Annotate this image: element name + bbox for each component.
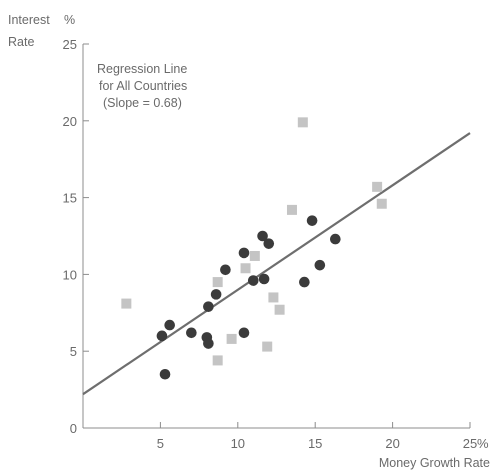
point-square [212,355,223,366]
ticks: 0 5 10 15 20 25 5 10 15 20 25 [63,37,478,451]
y-tick-label: 20 [63,114,77,129]
point-circle [257,230,268,242]
point-circle [203,301,214,312]
annotation-line-3: (Slope = 0.68) [103,96,182,110]
point-circle [156,330,168,342]
point-circle [314,259,326,271]
point-square [274,304,285,315]
point-circle [247,275,259,286]
y-axis-title-line-1: Interest [8,13,50,27]
x-tick-label: 5 [157,436,164,451]
point-circle [238,247,250,259]
point-square [121,298,132,309]
point-circle [330,233,341,245]
x-tick-label: 20 [385,436,399,451]
y-tick-label: 5 [70,344,77,359]
y-tick-label: 10 [63,267,77,282]
point-circle [258,273,270,285]
point-circle [186,327,197,339]
y-tick-label: 0 [70,421,77,436]
y-tick-label: 15 [63,191,77,206]
point-square [240,263,251,274]
regression-line-layer [82,132,471,396]
point-square [268,292,279,303]
point-square [286,204,297,215]
point-square [249,250,260,261]
point-circle [164,319,175,331]
x-tick-label: 10 [231,436,245,451]
point-square [226,333,237,344]
x-tick-label: 15 [308,436,322,451]
y-axis-title-line-2: Rate [8,35,34,49]
x-tick-label: 25 [463,436,477,451]
point-circle [210,289,222,300]
point-circle [220,264,231,276]
axes [82,44,470,429]
point-circle [299,276,310,288]
annotation-line-1: Regression Line [97,62,187,76]
data-points [121,117,387,380]
x-axis-unit: % [477,436,489,451]
point-square [212,277,223,288]
point-circle [263,238,275,249]
y-tick-label: 25 [63,37,77,52]
y-axis-unit: % [64,13,75,27]
point-square [297,117,308,128]
regression-line [82,132,471,396]
x-axis-title: Money Growth Rate [379,456,490,470]
annotation-line-2: for All Countries [99,79,187,93]
point-circle [238,327,250,339]
point-square [262,341,273,352]
point-circle [203,338,214,349]
point-circle [159,368,171,380]
point-square [376,198,387,209]
point-circle [306,215,318,226]
point-square [372,181,383,192]
